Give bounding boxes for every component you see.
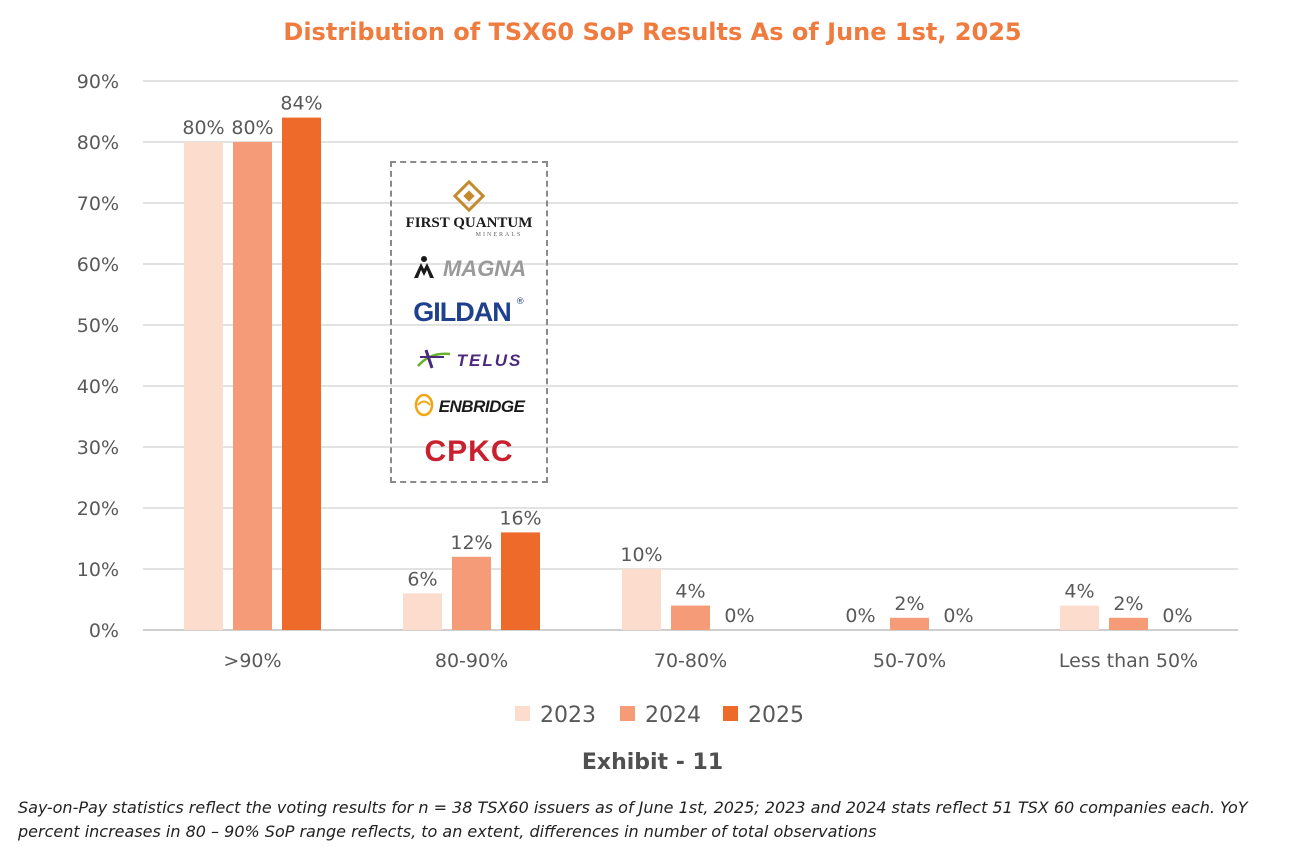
data-label: 80% xyxy=(231,117,273,139)
telus-mark-icon xyxy=(416,348,452,374)
gildan-logo: GILDAN ® xyxy=(392,297,546,328)
data-label: 4% xyxy=(675,581,705,603)
first-quantum-mark-icon xyxy=(452,179,486,213)
cpkc-logo: CPKC xyxy=(392,435,546,469)
legend-swatch xyxy=(723,706,738,721)
bar xyxy=(403,593,442,630)
data-label: 0% xyxy=(724,605,754,627)
x-tick-label: >90% xyxy=(223,650,281,672)
bar xyxy=(184,142,223,630)
exhibit-label: Exhibit - 11 xyxy=(581,750,724,775)
enbridge-logo: ENBRIDGE xyxy=(392,392,546,422)
data-label: 6% xyxy=(407,568,437,590)
telus-logo: TELUS xyxy=(392,348,546,374)
bar xyxy=(622,569,661,630)
enbridge-wordmark: ENBRIDGE xyxy=(438,397,525,416)
legend-label: 2023 xyxy=(540,703,596,728)
magna-wordmark: MAGNA xyxy=(442,256,527,281)
bar-chart: 0% 10% 20% 30% 40% 50% 60% 70% 80% 90% 80% 80% 84% >9… xyxy=(77,71,1238,728)
first-quantum-wordmark: FIRST QUANTUM xyxy=(405,215,533,231)
bar xyxy=(501,532,540,630)
bar xyxy=(1109,617,1148,630)
first-quantum-subtext: MINERALS xyxy=(475,232,523,238)
data-label: 0% xyxy=(1162,605,1192,627)
legend-label: 2024 xyxy=(645,703,701,728)
y-tick-label: 10% xyxy=(77,559,119,581)
registered-icon: ® xyxy=(515,297,525,307)
legend-label: 2025 xyxy=(748,703,804,728)
footnote: Say-on-Pay statistics reflect the voting… xyxy=(18,798,1248,841)
y-tick-label: 50% xyxy=(77,315,119,337)
bar xyxy=(233,142,272,630)
y-tick-label: 90% xyxy=(77,71,119,93)
x-tick-label: 70-80% xyxy=(654,650,727,672)
data-label: 12% xyxy=(450,532,492,554)
magna-logo: MAGNA xyxy=(392,255,546,283)
first-quantum-logo: FIRST QUANTUM MINERALS xyxy=(392,179,546,238)
bar xyxy=(452,556,491,630)
y-tick-label: 70% xyxy=(77,193,119,215)
y-tick-label: 60% xyxy=(77,254,119,276)
telus-wordmark: TELUS xyxy=(456,351,523,370)
data-label: 84% xyxy=(280,93,322,115)
y-tick-label: 30% xyxy=(77,437,119,459)
data-label: 16% xyxy=(499,507,541,529)
x-tick-label: Less than 50% xyxy=(1059,650,1198,672)
legend-swatch xyxy=(620,706,635,721)
gildan-wordmark: GILDAN xyxy=(413,297,511,327)
y-tick-label: 20% xyxy=(77,498,119,520)
data-label: 10% xyxy=(620,544,662,566)
y-tick-label: 40% xyxy=(77,376,119,398)
y-tick-label: 0% xyxy=(89,620,119,642)
data-label: 2% xyxy=(1113,593,1143,615)
bar xyxy=(671,605,710,630)
data-label: 0% xyxy=(943,605,973,627)
bar xyxy=(1060,605,1099,630)
data-label: 2% xyxy=(894,593,924,615)
data-label: 80% xyxy=(182,117,224,139)
x-tick-label: 80-90% xyxy=(435,650,508,672)
y-tick-label: 80% xyxy=(77,132,119,154)
legend-swatch xyxy=(515,706,530,721)
data-label: 0% xyxy=(845,605,875,627)
chart-title: Distribution of TSX60 SoP Results As of … xyxy=(283,18,1022,46)
bar xyxy=(890,617,929,630)
x-tick-label: 50-70% xyxy=(873,650,946,672)
magna-mark-icon xyxy=(412,255,436,283)
enbridge-mark-icon xyxy=(414,392,434,422)
company-logos-box: FIRST QUANTUM MINERALS MAGNA GILDAN ® TE… xyxy=(390,161,548,483)
bar xyxy=(282,117,321,631)
cpkc-wordmark: CPKC xyxy=(424,435,514,468)
data-label: 4% xyxy=(1064,581,1094,603)
